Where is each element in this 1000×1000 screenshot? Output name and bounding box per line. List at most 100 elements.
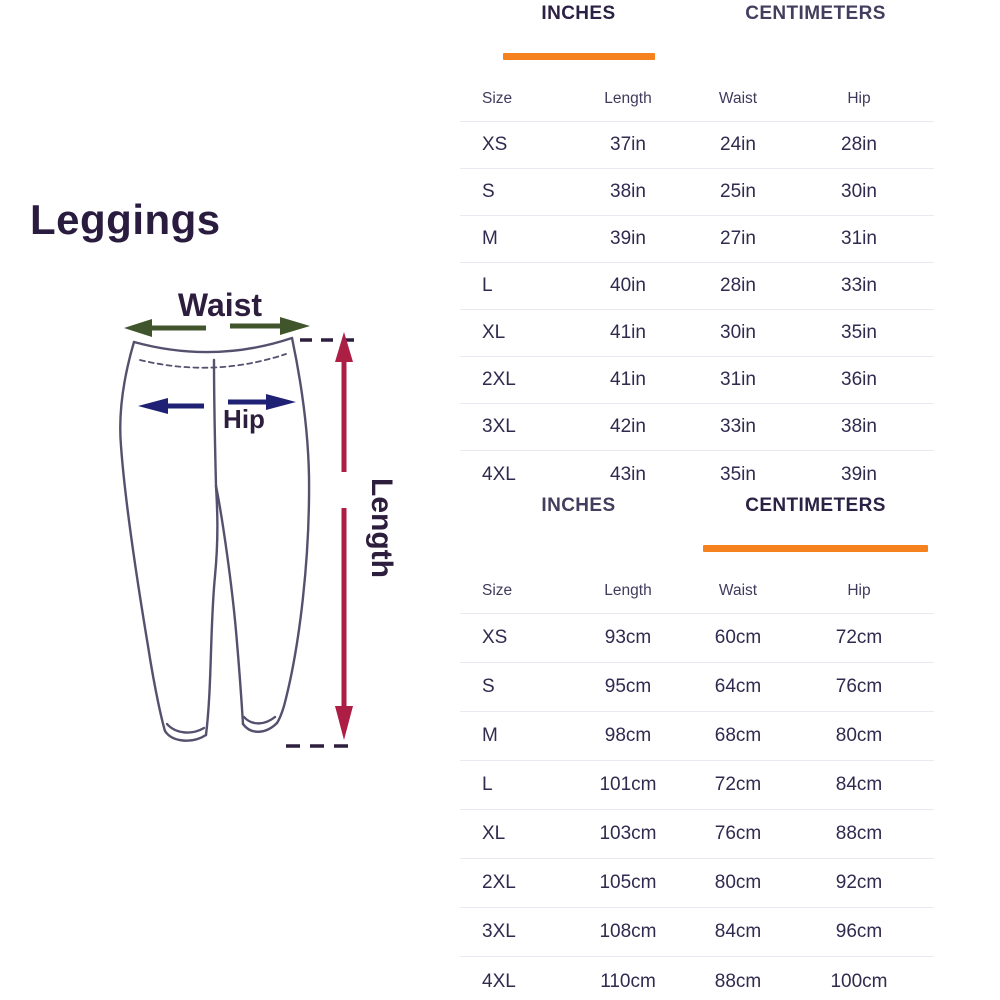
- centimeters-table-section: INCHES CENTIMETERS Size Length Waist Hip…: [460, 494, 934, 1000]
- tab-centimeters[interactable]: CENTIMETERS: [697, 2, 934, 60]
- inches-table-section: INCHES CENTIMETERS Size Length Waist Hip…: [460, 2, 934, 498]
- table-row: 4XL 110cm 88cm 100cm: [460, 957, 934, 1000]
- tab-centimeters[interactable]: CENTIMETERS: [697, 494, 934, 552]
- cell-waist: 33in: [720, 416, 756, 437]
- cell-length: 41in: [610, 322, 646, 343]
- cell-waist: 24in: [720, 134, 756, 155]
- cell-length: 103cm: [599, 823, 657, 844]
- cell-hip: 31in: [841, 228, 877, 249]
- column-header-size: Size: [482, 90, 513, 107]
- cell-hip: 76cm: [835, 676, 883, 697]
- cell-size: L: [482, 275, 493, 296]
- cell-length: 43in: [610, 463, 646, 485]
- cell-size: L: [482, 774, 493, 795]
- cell-length: 41in: [610, 369, 646, 390]
- cell-size: 4XL: [482, 970, 516, 992]
- table-row: 2XL 41in 31in 36in: [460, 357, 934, 404]
- cell-waist: 60cm: [714, 627, 762, 648]
- table-row: M 98cm 68cm 80cm: [460, 712, 934, 761]
- waist-arrow-icon: [124, 317, 310, 337]
- tab-centimeters-label: CENTIMETERS: [745, 3, 886, 24]
- active-tab-underline: [502, 53, 655, 60]
- cell-length: 37in: [610, 134, 646, 155]
- column-header-size: Size: [482, 582, 513, 599]
- table-row: XS 93cm 60cm 72cm: [460, 614, 934, 663]
- hip-arrow-icon: [138, 394, 296, 414]
- table-header-row: Size Length Waist Hip: [460, 582, 934, 614]
- cell-waist: 64cm: [714, 676, 762, 697]
- cell-size: 4XL: [482, 463, 516, 485]
- cell-size: XL: [482, 823, 506, 844]
- table-row: S 38in 25in 30in: [460, 169, 934, 216]
- cell-hip: 96cm: [835, 921, 883, 942]
- cell-size: M: [482, 228, 498, 249]
- cell-length: 95cm: [604, 676, 652, 697]
- tab-inches[interactable]: INCHES: [460, 494, 697, 552]
- unit-tabs-inches-section: INCHES CENTIMETERS: [460, 2, 934, 60]
- table-row: XL 103cm 76cm 88cm: [460, 810, 934, 859]
- cell-size: 2XL: [482, 872, 516, 893]
- table-row: L 40in 28in 33in: [460, 263, 934, 310]
- cell-size: XS: [482, 134, 508, 155]
- cell-hip: 33in: [841, 275, 877, 296]
- leggings-measurement-diagram: Waist Hip Length: [119, 287, 398, 748]
- page-title: Leggings: [30, 196, 221, 243]
- cell-length: 108cm: [599, 921, 657, 942]
- cell-waist: 88cm: [714, 970, 762, 992]
- cell-hip: 72cm: [835, 627, 883, 648]
- table-header-row: Size Length Waist Hip: [460, 90, 934, 122]
- cell-waist: 25in: [720, 181, 756, 202]
- tab-inches[interactable]: INCHES: [460, 2, 697, 60]
- table-row: S 95cm 64cm 76cm: [460, 663, 934, 712]
- leggings-outline-icon: [119, 336, 311, 742]
- cell-size: 2XL: [482, 369, 516, 390]
- cell-length: 40in: [610, 275, 646, 296]
- table-row: XL 41in 30in 35in: [460, 310, 934, 357]
- table-row: 2XL 105cm 80cm 92cm: [460, 859, 934, 908]
- column-header-length: Length: [604, 582, 652, 599]
- cell-length: 98cm: [604, 725, 652, 746]
- table-row: XS 37in 24in 28in: [460, 122, 934, 169]
- cell-size: XS: [482, 627, 508, 648]
- cell-hip: 30in: [841, 181, 877, 202]
- cell-size: 3XL: [482, 416, 516, 437]
- cell-waist: 72cm: [714, 774, 762, 795]
- cell-size: S: [482, 676, 495, 697]
- cell-size: XL: [482, 322, 506, 343]
- waist-label: Waist: [178, 287, 263, 323]
- cell-size: 3XL: [482, 921, 516, 942]
- cell-hip: 28in: [841, 134, 877, 155]
- table-row: 4XL 43in 35in 39in: [460, 451, 934, 498]
- cell-waist: 80cm: [714, 872, 762, 893]
- column-header-hip: Hip: [847, 90, 871, 107]
- hip-label: Hip: [223, 404, 265, 434]
- length-arrow-icon: [335, 332, 353, 740]
- cell-waist: 28in: [720, 275, 756, 296]
- cell-length: 110cm: [600, 970, 656, 992]
- cell-hip: 80cm: [835, 725, 883, 746]
- unit-tabs-cm-section: INCHES CENTIMETERS: [460, 494, 934, 552]
- cell-hip: 38in: [841, 416, 877, 437]
- cell-length: 93cm: [604, 627, 652, 648]
- cell-hip: 88cm: [835, 823, 883, 844]
- cell-size: M: [482, 725, 498, 746]
- cell-hip: 92cm: [835, 872, 883, 893]
- cell-length: 105cm: [599, 872, 657, 893]
- cell-hip: 35in: [841, 322, 877, 343]
- table-row: 3XL 108cm 84cm 96cm: [460, 908, 934, 957]
- cell-length: 39in: [610, 228, 646, 249]
- cell-waist: 76cm: [714, 823, 762, 844]
- tab-inches-label: INCHES: [541, 3, 616, 24]
- cell-waist: 68cm: [714, 725, 762, 746]
- cell-waist: 84cm: [714, 921, 762, 942]
- column-header-length: Length: [604, 90, 652, 107]
- active-tab-underline: [703, 545, 928, 552]
- length-label: Length: [365, 478, 398, 578]
- cell-length: 42in: [610, 416, 646, 437]
- table-row: 3XL 42in 33in 38in: [460, 404, 934, 451]
- column-header-hip: Hip: [847, 582, 871, 599]
- cell-length: 101cm: [599, 774, 657, 795]
- tab-inches-label: INCHES: [541, 495, 616, 516]
- cell-hip: 84cm: [835, 774, 883, 795]
